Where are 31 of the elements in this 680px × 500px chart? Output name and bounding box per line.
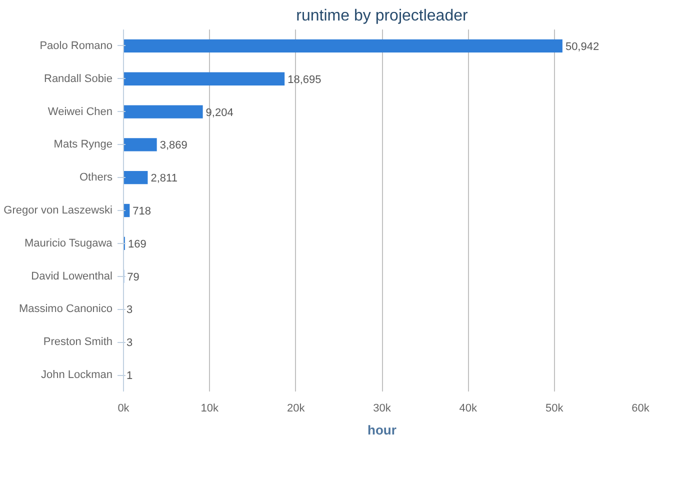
data-label: 9,204 [206,106,234,119]
chart-title: runtime by projectleader [296,8,468,24]
x-axis-title: hour [368,422,396,438]
y-tick-label: Massimo Canonico [18,303,113,316]
data-label: 169 [128,238,146,250]
y-tick-label: Gregor von Laszewski [4,204,113,216]
data-label: 3,869 [160,140,188,152]
x-tick-label: 20k [286,402,306,414]
x-tick-label: 60k [632,402,650,414]
y-tick-label: Others [79,172,113,184]
y-tick-label: Weiwei Chen [48,106,113,118]
x-tick-label: 10k [200,402,220,414]
y-tick-label: David Lowenthal [31,270,113,282]
x-tick-label: 40k [459,402,478,414]
y-tick-label: Paolo Romano [40,40,113,52]
x-tick-label: 50k [545,402,564,414]
y-tick-label: Mats Rynge [54,138,113,151]
y-tick-label: John Lockman [40,369,113,382]
data-label: 3 [126,304,133,316]
data-label: 718 [132,206,152,218]
data-label: 50,942 [565,40,600,53]
data-label: 3 [126,337,133,350]
y-tick-label: Randall Sobie [44,72,113,85]
data-label: 2,811 [150,172,178,185]
x-tick-label: 0k [118,402,130,414]
data-label: 1 [126,370,133,382]
x-tick-label: 30k [373,402,392,414]
y-tick-label: Mauricio Tsugawa [24,237,114,250]
y-tick-label: Preston Smith [43,336,113,348]
data-label: 18,695 [288,74,322,86]
data-label: 79 [127,271,140,284]
